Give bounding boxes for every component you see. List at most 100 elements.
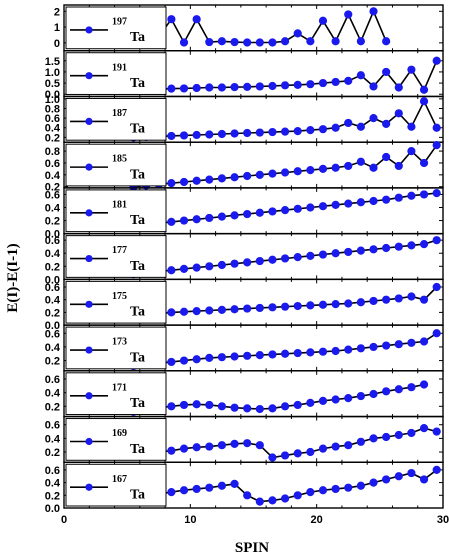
data-point [331,77,340,87]
legend-marker [85,163,93,171]
data-point [432,465,441,474]
data-point [280,349,290,358]
data-point [394,294,403,303]
data-point [318,396,328,405]
legend-mass-number: 175 [112,291,127,302]
data-point [306,126,315,135]
legend-element-symbol: Ta [130,350,145,365]
data-point [318,78,328,88]
data-point [230,439,239,448]
x-tick-label: 20 [311,514,323,526]
data-point [243,38,252,47]
data-point [192,15,201,24]
data-point [230,211,239,220]
data-point [382,295,391,304]
data-point [394,161,403,171]
data-point [205,130,214,139]
y-tick-label: 0.2 [45,132,60,144]
legend-box [65,189,167,233]
data-point [293,253,302,262]
y-tick-label: 1.0 [45,67,60,79]
data-point [419,380,429,389]
data-point [331,484,340,494]
data-point [356,391,365,401]
y-tick-label: 0.4 [45,123,61,135]
data-point [306,80,315,89]
legend-mass-number: 169 [112,428,127,439]
data-point [306,447,315,457]
data-point [255,208,264,217]
data-point [255,170,264,179]
y-tick-label: 0.6 [45,328,60,340]
y-tick-label: 0.2 [45,182,60,194]
data-point [280,168,290,177]
data-point [356,246,365,255]
data-point [344,118,353,128]
y-tick-label: 0.0 [45,320,60,332]
data-point [280,127,290,136]
legend-box [65,97,167,141]
legend-marker [85,437,93,446]
data-point [369,163,378,172]
data-point [369,296,378,306]
data-point [369,434,378,443]
data-point [331,163,340,172]
data-point [230,352,239,361]
data-point [179,307,189,316]
data-point [419,475,429,484]
data-point [318,300,328,309]
data-point [167,84,176,93]
data-point [419,337,429,346]
data-point [268,453,277,462]
legend-element-symbol: Ta [130,167,145,182]
data-point [331,442,340,451]
data-point [318,444,328,453]
data-point [293,301,302,311]
data-point [407,146,416,156]
legend-element-symbol: Ta [130,487,145,502]
data-point [331,123,340,132]
y-tick-label: 2 [54,6,60,18]
data-point [318,250,328,259]
data-point [318,125,328,134]
data-point [167,308,176,317]
data-point [280,37,290,46]
data-point [344,345,353,354]
y-tick-label: 0.2 [45,307,60,319]
data-point [179,216,189,225]
data-point [230,37,239,47]
data-point [243,209,252,219]
data-point [394,472,403,481]
data-point [432,189,441,198]
data-point [217,481,227,490]
data-point [192,130,201,140]
data-point [369,82,378,91]
y-tick-label: 0.6 [45,158,60,170]
legend-element-symbol: Ta [130,305,145,320]
data-point [192,355,201,364]
legend-mass-number: 173 [112,337,127,348]
data-point [205,175,214,184]
data-point [369,478,378,487]
y-tick-label: 0.4 [45,388,61,400]
data-point [230,129,239,138]
data-point [192,215,201,224]
data-point [293,127,302,136]
data-point [382,152,391,162]
data-point [293,400,302,410]
data-point [179,444,189,453]
legend-marker [85,117,93,126]
data-point [268,404,277,413]
y-tick-label: 0.8 [45,103,60,115]
y-tick-label: 0.0 [45,229,60,241]
data-point [394,242,403,251]
data-point [217,212,227,221]
data-point [192,443,201,452]
y-tick-label: 0.6 [45,113,60,125]
y-tick-label: 0 [54,38,60,50]
data-point [192,263,201,272]
data-point [356,481,365,490]
data-point [344,299,353,308]
data-point [419,85,429,94]
